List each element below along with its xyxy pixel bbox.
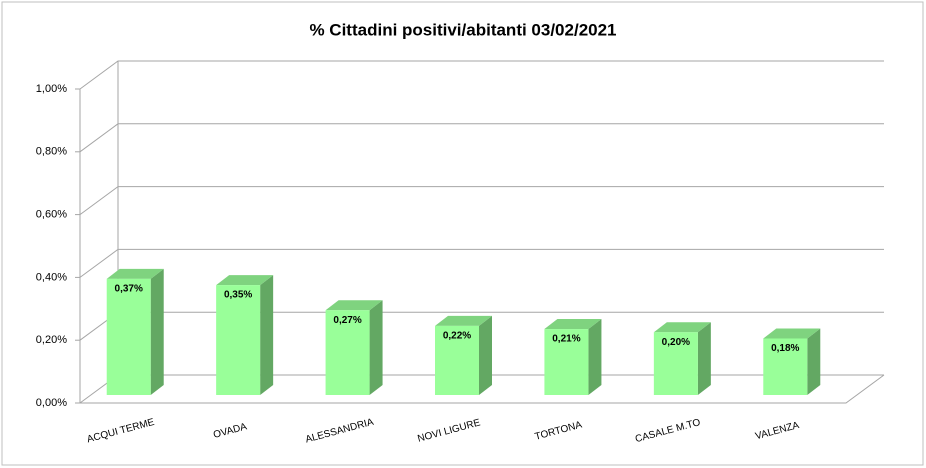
bar-side [479, 315, 492, 395]
grid-line [79, 248, 884, 278]
bar-side [150, 268, 164, 395]
bar-top [653, 322, 711, 333]
value-label: 0,35% [224, 290, 252, 301]
value-label: 0,22% [443, 331, 471, 342]
bar-side [588, 319, 602, 395]
bar [106, 278, 151, 395]
y-tick-label: 0,60% [36, 209, 67, 221]
value-label: 0,18% [771, 343, 799, 354]
y-tick-label: 0,80% [36, 146, 67, 158]
bar [763, 338, 808, 395]
bar-side [369, 300, 383, 395]
bar-top [544, 319, 602, 330]
value-label: 0,20% [662, 337, 690, 348]
bar [544, 329, 589, 395]
bar-top [763, 328, 821, 339]
bar-top [325, 300, 383, 311]
bar-top [216, 275, 274, 286]
bar [216, 285, 261, 395]
grid-line [79, 186, 884, 216]
grid-line [79, 60, 884, 90]
floor-front [80, 374, 885, 404]
value-label: 0,21% [552, 334, 580, 345]
bar-side [260, 275, 274, 395]
bar-side [807, 328, 821, 395]
value-label: 0,37% [115, 283, 143, 294]
y-tick-label: 1,00% [36, 83, 67, 95]
grid-line [79, 123, 884, 153]
bar-top [435, 315, 492, 326]
value-label: 0,27% [333, 315, 361, 326]
bar-top [106, 268, 164, 279]
bar [435, 325, 479, 395]
chart-title: % Cittadini positivi/abitanti 03/02/2021 [309, 20, 616, 39]
bar [653, 332, 698, 395]
y-tick-label: 0,20% [36, 334, 67, 346]
bar [325, 310, 370, 395]
y-tick-label: 0,00% [36, 397, 67, 409]
bar-side [697, 322, 711, 395]
y-tick-label: 0,40% [36, 271, 67, 283]
